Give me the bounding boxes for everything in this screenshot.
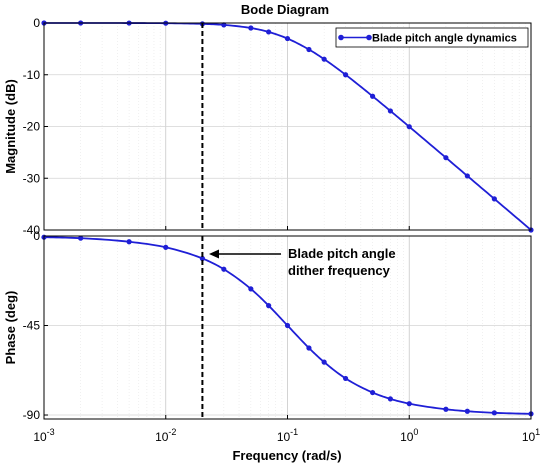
magnitude-marker <box>266 29 272 35</box>
legend-box <box>335 27 529 48</box>
phase-marker <box>370 389 376 396</box>
phase-marker <box>284 322 291 329</box>
magnitude-y-tick-label: -30 <box>23 171 41 185</box>
phase-marker <box>491 410 497 416</box>
phase-marker <box>387 396 393 402</box>
annotation-arrowhead <box>209 249 219 259</box>
magnitude-marker <box>221 22 227 28</box>
x-tick-label: 10-2 <box>155 427 176 444</box>
phase-y-tick-label: -90 <box>23 408 41 422</box>
chart-title: Bode Diagram <box>241 2 329 17</box>
x-tick-label: 10-3 <box>33 427 54 444</box>
phase-marker <box>126 239 132 245</box>
magnitude-y-tick-label: -20 <box>23 120 41 134</box>
magnitude-y-tick-label: -10 <box>23 68 41 82</box>
x-tick-label: 10-1 <box>277 427 298 444</box>
phase-marker <box>266 303 272 309</box>
phase-marker <box>321 359 327 365</box>
annotation-line-1: Blade pitch angle <box>288 246 396 261</box>
phase-marker <box>199 255 205 262</box>
x-tick-label: 101 <box>522 427 540 444</box>
magnitude-marker <box>443 155 449 161</box>
phase-marker <box>406 401 412 407</box>
phase-marker <box>443 406 449 412</box>
phase-marker <box>464 408 470 414</box>
annotation-line-2: dither frequency <box>288 263 391 278</box>
phase-marker <box>306 345 312 351</box>
phase-marker <box>78 235 84 241</box>
magnitude-panel: 0 -10 -20 -30 -40 Magnitude (dB) Blade pitch… <box>3 16 534 237</box>
x-axis-ticks: 10-3 10-2 10-1 100 101 <box>33 226 540 444</box>
magnitude-y-tick-label: 0 <box>33 16 40 30</box>
legend-label: Blade pitch angle dynamics <box>372 33 517 45</box>
magnitude-marker <box>248 25 254 31</box>
magnitude-marker <box>464 173 470 179</box>
magnitude-marker <box>321 56 327 62</box>
phase-marker <box>248 286 254 292</box>
magnitude-ylabel: Magnitude (dB) <box>3 79 18 174</box>
magnitude-y-ticks: 0 -10 -20 -30 -40 <box>23 16 48 237</box>
phase-panel: 0 -45 -90 Phase (deg) Blade pitch angle di… <box>3 229 534 422</box>
magnitude-marker <box>284 35 291 42</box>
magnitude-marker <box>370 93 376 99</box>
x-axis-label: Frequency (rad/s) <box>232 448 341 463</box>
x-tick-label: 100 <box>400 427 418 444</box>
magnitude-marker <box>306 46 312 53</box>
dither-annotation: Blade pitch angle dither frequency <box>209 246 396 278</box>
legend-marker <box>366 34 372 41</box>
magnitude-marker <box>406 124 412 130</box>
phase-marker <box>163 244 169 250</box>
phase-y-ticks: 0 -45 -90 <box>23 229 48 422</box>
magnitude-marker <box>387 108 393 114</box>
phase-ylabel: Phase (deg) <box>3 291 18 365</box>
magnitude-marker <box>491 196 497 202</box>
magnitude-y-tick-label: -40 <box>23 223 41 237</box>
legend: Blade pitch angle dynamics <box>335 27 529 48</box>
phase-marker <box>221 266 227 272</box>
magnitude-marker <box>342 72 349 78</box>
phase-y-tick-label: -45 <box>23 319 41 333</box>
legend-marker <box>338 34 344 41</box>
phase-y-tick-label: 0 <box>33 229 40 243</box>
phase-marker <box>342 375 349 382</box>
